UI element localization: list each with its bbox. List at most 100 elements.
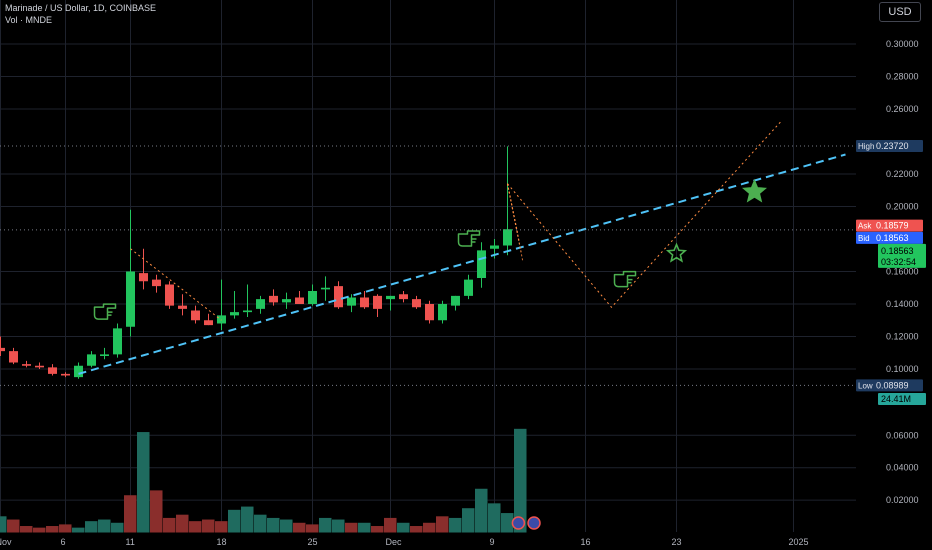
candle-body — [269, 295, 278, 303]
candle-body — [399, 294, 408, 300]
candle-body — [61, 373, 70, 376]
volume-bar — [189, 521, 202, 533]
candle-body — [100, 354, 109, 356]
candle-body — [503, 229, 512, 246]
volume-bar — [241, 506, 254, 533]
fan-line — [507, 183, 518, 233]
price-axis-label: 0.22000 — [886, 169, 919, 179]
star-filled-icon — [741, 178, 768, 203]
candle-body — [139, 273, 148, 282]
volume-bar — [85, 521, 98, 533]
projection-path — [507, 121, 781, 309]
candle-body — [321, 287, 330, 290]
pointing-hand-icon — [457, 230, 481, 247]
time-axis-label: Dec — [386, 537, 403, 547]
candle-body — [230, 312, 239, 316]
volume-bar — [124, 495, 137, 533]
price-axis-label: 0.20000 — [886, 202, 919, 212]
time-axis-label: 23 — [672, 537, 682, 547]
bid-badge — [856, 231, 923, 244]
candle-body — [334, 286, 343, 308]
candle-body — [217, 315, 226, 324]
ask-badge-label: Ask — [858, 222, 872, 231]
candle-body — [464, 279, 473, 296]
volume-bar — [176, 514, 189, 533]
time-axis-label: 6 — [61, 537, 66, 547]
candle-body — [87, 354, 96, 366]
price-axis-label: 0.14000 — [886, 299, 919, 309]
candle-body — [308, 291, 317, 304]
volume-axis-label: 0.04000 — [886, 463, 919, 473]
countdown-value: 03:32:54 — [881, 257, 916, 267]
candle-body — [74, 365, 83, 378]
volume-bar — [254, 514, 267, 533]
volume-bar — [228, 509, 241, 533]
volume-bar — [514, 428, 527, 533]
ask-badge — [856, 219, 923, 232]
candle-body — [113, 328, 122, 355]
low-badge-value: 0.08989 — [876, 380, 909, 390]
volume-bar — [475, 488, 488, 533]
volume-bar — [20, 526, 33, 533]
candle-body — [347, 297, 356, 306]
volume-bar — [215, 521, 228, 533]
candle-body — [243, 310, 252, 313]
price-axis-label: 0.16000 — [886, 267, 919, 277]
volume-bar — [345, 522, 358, 533]
volume-bar — [111, 522, 124, 533]
candle-body — [425, 304, 434, 321]
price-axis-label: 0.28000 — [886, 72, 919, 82]
volume-bar — [293, 522, 306, 533]
volume-bar — [280, 519, 293, 533]
time-axis-label: 16 — [581, 537, 591, 547]
bid-badge-value: 0.18563 — [876, 233, 909, 243]
bid-badge-label: Bid — [858, 234, 870, 243]
price-axis-label: 0.30000 — [886, 39, 919, 49]
volume-bar — [410, 526, 423, 533]
volume-bar — [150, 490, 163, 533]
candle-body — [256, 299, 265, 309]
pointing-hand-icon — [93, 303, 117, 320]
high-badge-value: 0.23720 — [876, 141, 909, 151]
time-axis-label: 11 — [126, 537, 135, 547]
volume-bar — [462, 508, 475, 533]
time-axis-label: Nov — [0, 537, 12, 547]
volume-bar — [358, 522, 371, 533]
volume-bar — [137, 432, 150, 533]
volume-bar — [98, 519, 111, 533]
candle-body — [295, 297, 304, 304]
volume-indicator-title: Vol · MNDE — [5, 15, 53, 25]
price-axis-label: 0.10000 — [886, 364, 919, 374]
volume-bar — [488, 503, 501, 533]
volume-bar — [332, 519, 345, 533]
price-axis-label: 0.12000 — [886, 332, 919, 342]
volume-bar — [501, 513, 514, 533]
currency-button[interactable]: USD — [879, 2, 921, 22]
volume-badge-value: 24.41M — [881, 394, 911, 404]
volume-bar — [0, 516, 7, 533]
volume-bar — [202, 519, 215, 533]
pointing-hand-icon — [613, 270, 637, 288]
volume-bar — [319, 517, 332, 533]
high-badge-label: High — [858, 142, 874, 151]
volume-bar — [7, 519, 20, 533]
last-price-value: 0.18563 — [881, 246, 914, 256]
low-badge — [856, 379, 923, 392]
volume-bar — [33, 527, 46, 533]
ask-badge-value: 0.18579 — [876, 221, 909, 231]
volume-axis-label: 0.02000 — [886, 495, 919, 505]
volume-bar — [371, 526, 384, 533]
star-outline-icon — [665, 242, 688, 263]
candle-body — [373, 295, 382, 309]
low-badge-label: Low — [858, 381, 873, 390]
event-flag-icon — [511, 516, 526, 530]
candle-body — [191, 310, 200, 321]
volume-bar — [397, 522, 410, 533]
price-axis-label: 0.26000 — [886, 104, 919, 114]
time-axis-label: 25 — [308, 537, 318, 547]
candle-body — [35, 365, 44, 368]
volume-bar — [267, 517, 280, 533]
candle-body — [0, 347, 5, 352]
volume-bar — [59, 524, 72, 533]
